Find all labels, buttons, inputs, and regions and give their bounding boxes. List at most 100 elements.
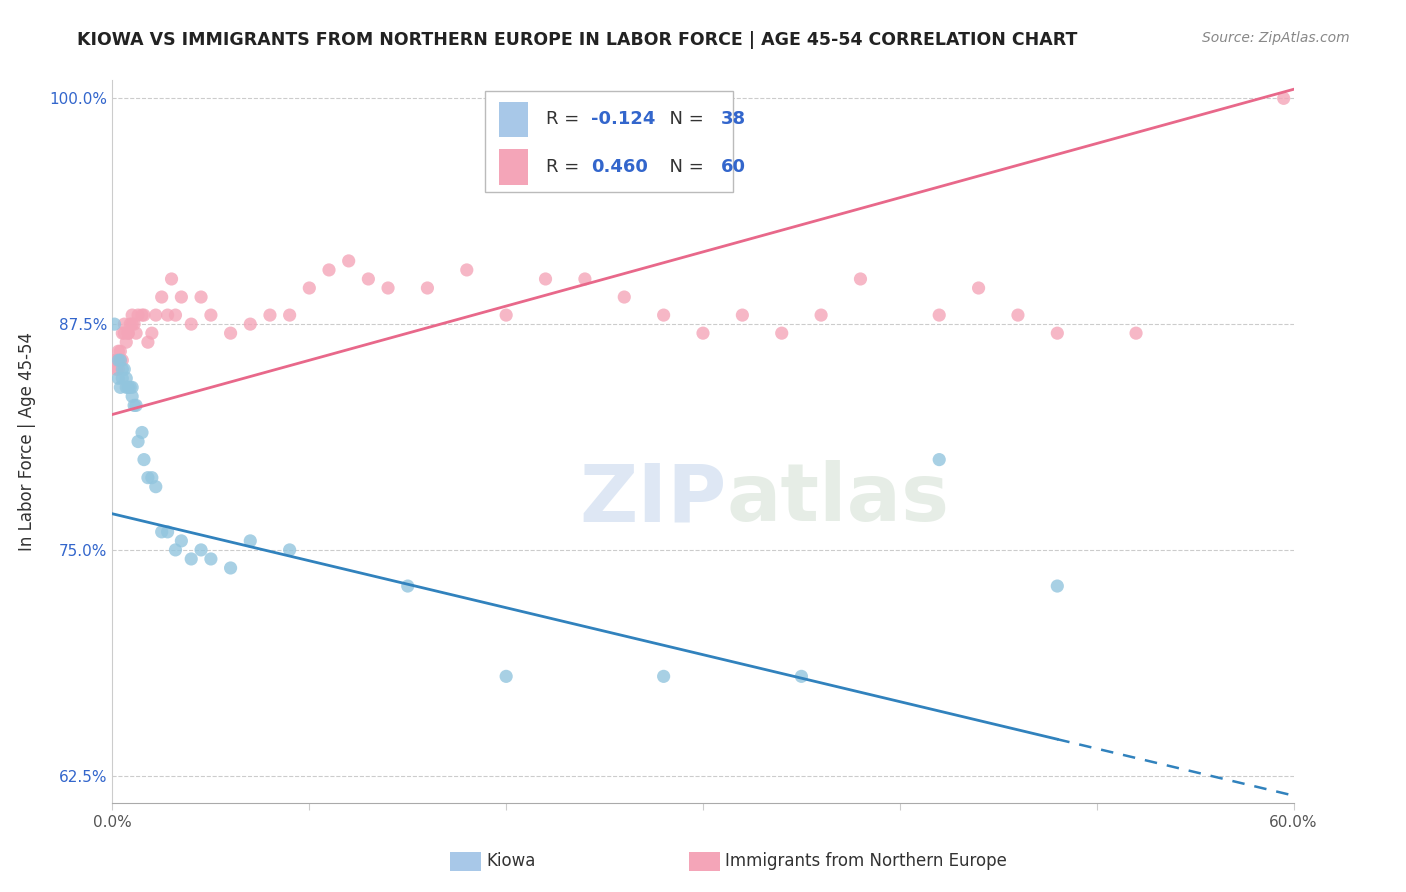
Point: [849, 272, 872, 286]
Point: [125, 399, 148, 413]
Point: [1125, 326, 1147, 340]
Point: [132, 308, 155, 322]
Text: 0.460: 0.460: [591, 158, 648, 176]
Point: [120, 380, 142, 394]
Point: [110, 344, 132, 359]
Point: [103, 317, 125, 331]
Point: [239, 533, 262, 548]
Point: [170, 290, 193, 304]
Point: [1272, 91, 1295, 105]
Point: [337, 253, 360, 268]
Point: [145, 308, 167, 322]
Point: [156, 308, 179, 322]
Point: [190, 542, 212, 557]
Point: [692, 326, 714, 340]
Point: [150, 524, 173, 539]
Point: [122, 399, 145, 413]
Point: [107, 344, 129, 359]
Point: [200, 308, 222, 322]
Point: [278, 542, 301, 557]
Point: [111, 353, 134, 368]
Point: [298, 281, 321, 295]
Text: ZIP: ZIP: [579, 460, 727, 539]
Point: [180, 317, 202, 331]
Point: [574, 272, 596, 286]
Point: [495, 308, 517, 322]
Point: [117, 326, 139, 340]
Point: [112, 317, 135, 331]
Point: [652, 308, 675, 322]
Point: [180, 552, 202, 566]
Point: [377, 281, 399, 295]
Point: [103, 353, 125, 368]
Point: [810, 308, 832, 322]
Point: [115, 371, 138, 385]
Bar: [499, 149, 529, 185]
Point: [495, 669, 517, 683]
Text: Immigrants from Northern Europe: Immigrants from Northern Europe: [725, 852, 1007, 870]
Point: [115, 335, 138, 350]
Point: [117, 326, 139, 340]
Point: [790, 669, 813, 683]
Point: [132, 452, 155, 467]
Point: [1007, 308, 1029, 322]
Point: [121, 308, 143, 322]
Text: 60: 60: [721, 158, 745, 176]
Point: [239, 317, 262, 331]
Point: [318, 263, 340, 277]
Point: [150, 290, 173, 304]
Text: 38: 38: [721, 111, 745, 128]
Point: [131, 425, 153, 440]
Point: [156, 524, 179, 539]
Point: [967, 281, 990, 295]
Point: [165, 308, 187, 322]
Point: [357, 272, 380, 286]
Point: [416, 281, 439, 295]
Point: [112, 326, 135, 340]
Point: [136, 470, 159, 484]
Point: [141, 470, 163, 484]
Point: [121, 317, 143, 331]
Point: [105, 362, 128, 376]
Point: [170, 533, 193, 548]
Point: [120, 317, 142, 331]
Point: [190, 290, 212, 304]
Point: [107, 371, 129, 385]
Point: [112, 362, 135, 376]
Point: [456, 263, 478, 277]
Text: N =: N =: [658, 111, 710, 128]
Text: Source: ZipAtlas.com: Source: ZipAtlas.com: [1202, 31, 1350, 45]
Point: [127, 308, 149, 322]
Point: [111, 326, 134, 340]
Point: [219, 326, 242, 340]
Point: [111, 362, 134, 376]
Point: [125, 326, 148, 340]
Point: [396, 579, 419, 593]
Point: [117, 380, 139, 394]
Point: [928, 308, 950, 322]
Point: [107, 362, 129, 376]
Point: [127, 434, 149, 449]
Point: [105, 353, 128, 368]
Point: [165, 542, 187, 557]
Point: [145, 480, 167, 494]
Point: [534, 272, 557, 286]
Point: [200, 552, 222, 566]
Point: [122, 317, 145, 331]
Point: [219, 561, 242, 575]
Point: [111, 371, 134, 385]
Point: [1046, 326, 1069, 340]
Point: [131, 308, 153, 322]
Point: [1046, 579, 1069, 593]
Point: [259, 308, 281, 322]
Point: [121, 380, 143, 394]
Point: [121, 389, 143, 403]
Point: [110, 380, 132, 394]
Text: Kiowa: Kiowa: [486, 852, 536, 870]
Y-axis label: In Labor Force | Age 45-54: In Labor Force | Age 45-54: [18, 332, 35, 551]
Point: [278, 308, 301, 322]
Point: [141, 326, 163, 340]
Text: N =: N =: [658, 158, 710, 176]
Text: R =: R =: [546, 158, 585, 176]
Point: [770, 326, 793, 340]
